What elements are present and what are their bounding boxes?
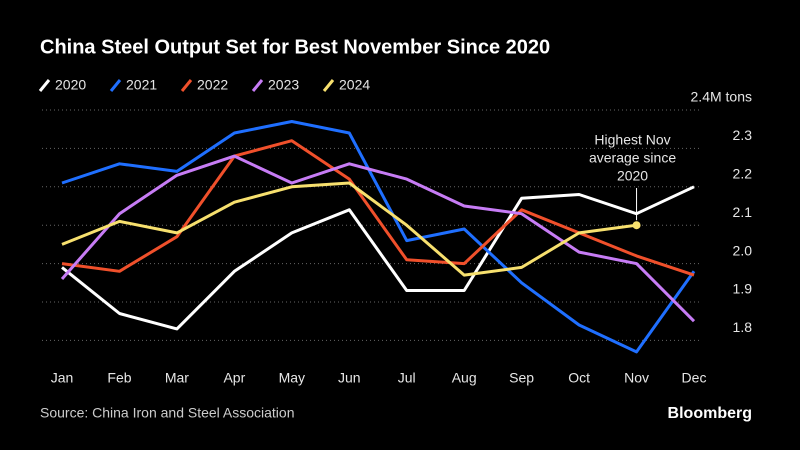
y-tick-label: 2.2: [733, 166, 753, 182]
x-tick-label: Aug: [452, 370, 477, 386]
y-tick-label: 2.1: [733, 204, 753, 220]
legend-label: 2022: [197, 77, 228, 93]
annotation: average since: [589, 150, 676, 166]
legend-swatch: [322, 79, 335, 92]
brand: Bloomberg: [668, 405, 752, 422]
chart-title: China Steel Output Set for Best November…: [40, 36, 550, 58]
annotation: Highest Nov: [594, 132, 670, 148]
series-line: [61, 185, 695, 331]
x-tick-label: Oct: [568, 370, 590, 386]
legend-label: 2024: [339, 77, 370, 93]
y-tick-label: 1.9: [733, 281, 753, 297]
x-tick-label: May: [279, 370, 305, 386]
x-tick-label: Jan: [51, 370, 74, 386]
legend-label: 2021: [126, 77, 157, 93]
series-line: [61, 181, 637, 277]
x-tick-label: Mar: [165, 370, 189, 386]
series-line: [60, 154, 696, 323]
series-line: [61, 139, 695, 277]
x-tick-label: Dec: [682, 370, 707, 386]
legend-label: 2023: [268, 77, 299, 93]
legend-swatch: [109, 79, 122, 92]
y-tick-label: 2.0: [733, 242, 753, 258]
x-tick-label: Nov: [624, 370, 649, 386]
x-tick-label: Feb: [107, 370, 131, 386]
y-tick-label: 2.3: [733, 127, 753, 143]
legend-label: 2020: [55, 77, 86, 93]
highlight-dot: [632, 221, 641, 230]
series-line: [61, 120, 696, 354]
legend-swatch: [38, 79, 51, 92]
source: Source: China Iron and Steel Association: [40, 405, 295, 421]
legend-swatch: [251, 79, 264, 92]
x-tick-label: Apr: [223, 370, 245, 386]
annotation: 2020: [617, 168, 648, 184]
x-tick-label: Sep: [509, 370, 534, 386]
y-tick-label: 1.8: [733, 319, 753, 335]
x-tick-label: Jun: [338, 370, 361, 386]
x-tick-label: Jul: [398, 370, 416, 386]
y-tick-label: 2.4M tons: [691, 89, 752, 105]
legend-swatch: [180, 79, 193, 92]
